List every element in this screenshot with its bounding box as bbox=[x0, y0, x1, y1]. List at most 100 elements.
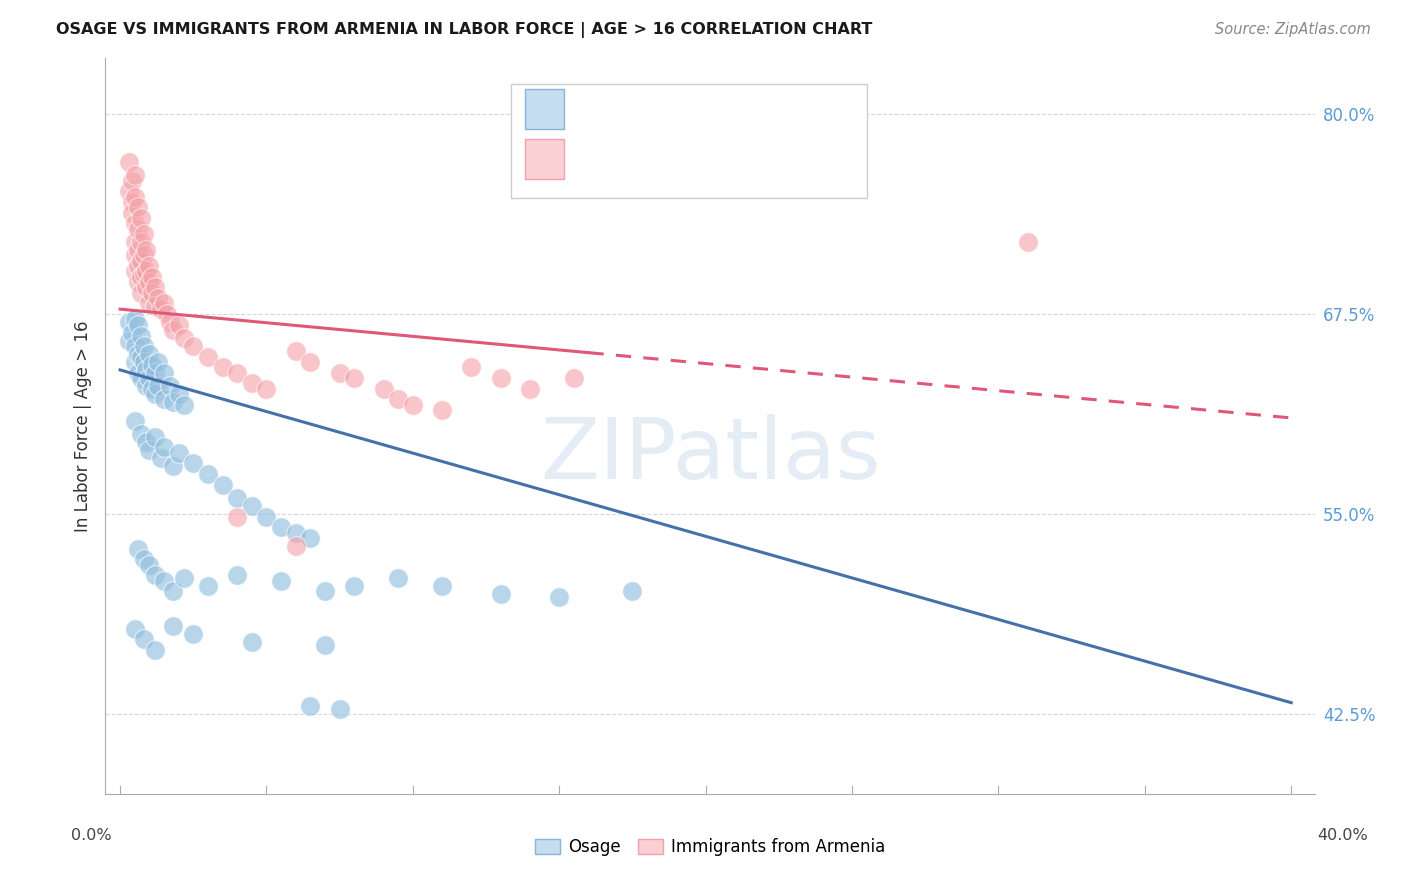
Point bbox=[489, 371, 512, 385]
Point bbox=[132, 248, 155, 262]
Point bbox=[167, 318, 190, 333]
Point bbox=[129, 371, 152, 385]
Point bbox=[132, 267, 155, 281]
Point bbox=[162, 458, 184, 473]
Point bbox=[129, 329, 152, 343]
Point bbox=[124, 248, 146, 262]
Point bbox=[460, 359, 482, 374]
Legend: Osage, Immigrants from Armenia: Osage, Immigrants from Armenia bbox=[529, 831, 891, 863]
Point bbox=[118, 184, 141, 198]
Point bbox=[240, 499, 263, 513]
Text: Source: ZipAtlas.com: Source: ZipAtlas.com bbox=[1215, 22, 1371, 37]
Text: N = 63: N = 63 bbox=[711, 152, 780, 170]
Point bbox=[121, 206, 143, 220]
Point bbox=[143, 643, 166, 657]
Point bbox=[343, 371, 366, 385]
Point bbox=[135, 379, 157, 393]
Point bbox=[129, 350, 152, 364]
Point bbox=[548, 811, 571, 825]
Point bbox=[124, 190, 146, 204]
Point bbox=[132, 339, 155, 353]
Text: 40.0%: 40.0% bbox=[1317, 828, 1368, 843]
Point bbox=[138, 295, 160, 310]
Point bbox=[329, 702, 352, 716]
Point bbox=[129, 426, 152, 441]
Point bbox=[197, 467, 219, 481]
Point bbox=[132, 632, 155, 646]
Point bbox=[159, 315, 181, 329]
Point bbox=[153, 366, 176, 380]
Point bbox=[211, 359, 233, 374]
Point bbox=[162, 323, 184, 337]
Point bbox=[211, 478, 233, 492]
Point bbox=[124, 216, 146, 230]
Point bbox=[162, 583, 184, 598]
Point bbox=[124, 355, 146, 369]
Point bbox=[226, 366, 249, 380]
Point bbox=[226, 510, 249, 524]
Point bbox=[129, 270, 152, 285]
Text: ZIPatlas: ZIPatlas bbox=[540, 414, 880, 497]
Text: N = 44: N = 44 bbox=[711, 103, 779, 120]
Point bbox=[124, 339, 146, 353]
Point bbox=[284, 526, 307, 541]
Point bbox=[387, 571, 409, 585]
Point bbox=[387, 392, 409, 406]
Point bbox=[162, 619, 184, 633]
Point bbox=[124, 264, 146, 278]
Text: -0.270: -0.270 bbox=[631, 152, 690, 170]
Point bbox=[121, 326, 143, 340]
Point bbox=[343, 579, 366, 593]
Point bbox=[270, 519, 292, 533]
Point bbox=[127, 347, 149, 361]
Point bbox=[143, 430, 166, 444]
Point bbox=[226, 567, 249, 582]
Point bbox=[135, 434, 157, 449]
Point bbox=[314, 638, 336, 652]
Point bbox=[146, 355, 169, 369]
Point bbox=[146, 379, 169, 393]
Text: R =: R = bbox=[581, 103, 617, 120]
Point bbox=[127, 542, 149, 557]
Point bbox=[138, 275, 160, 289]
Point bbox=[143, 387, 166, 401]
Point bbox=[127, 200, 149, 214]
Point bbox=[181, 339, 204, 353]
Point bbox=[173, 398, 195, 412]
Point bbox=[127, 222, 149, 236]
Point bbox=[519, 382, 541, 396]
Point bbox=[240, 376, 263, 390]
Point bbox=[256, 510, 278, 524]
Point bbox=[159, 379, 181, 393]
Point bbox=[162, 395, 184, 409]
Point bbox=[127, 366, 149, 380]
Point bbox=[329, 366, 352, 380]
Point bbox=[138, 347, 160, 361]
Point bbox=[284, 539, 307, 553]
Point bbox=[299, 531, 322, 545]
Point bbox=[129, 211, 152, 225]
FancyBboxPatch shape bbox=[524, 89, 564, 129]
Point bbox=[129, 235, 152, 249]
Point bbox=[240, 635, 263, 649]
Point bbox=[132, 227, 155, 241]
Point bbox=[124, 414, 146, 428]
Point bbox=[124, 235, 146, 249]
Point bbox=[138, 558, 160, 573]
Point bbox=[121, 174, 143, 188]
Point bbox=[127, 275, 149, 289]
Point bbox=[127, 243, 149, 257]
Point bbox=[226, 491, 249, 505]
Point bbox=[135, 264, 157, 278]
Point bbox=[121, 194, 143, 209]
Point bbox=[197, 350, 219, 364]
Point bbox=[124, 622, 146, 636]
Point bbox=[146, 291, 169, 305]
Point bbox=[135, 279, 157, 293]
Point bbox=[489, 587, 512, 601]
Text: -0.393: -0.393 bbox=[631, 103, 692, 120]
Point bbox=[124, 311, 146, 326]
Point bbox=[173, 331, 195, 345]
Point bbox=[173, 571, 195, 585]
Point bbox=[430, 579, 453, 593]
